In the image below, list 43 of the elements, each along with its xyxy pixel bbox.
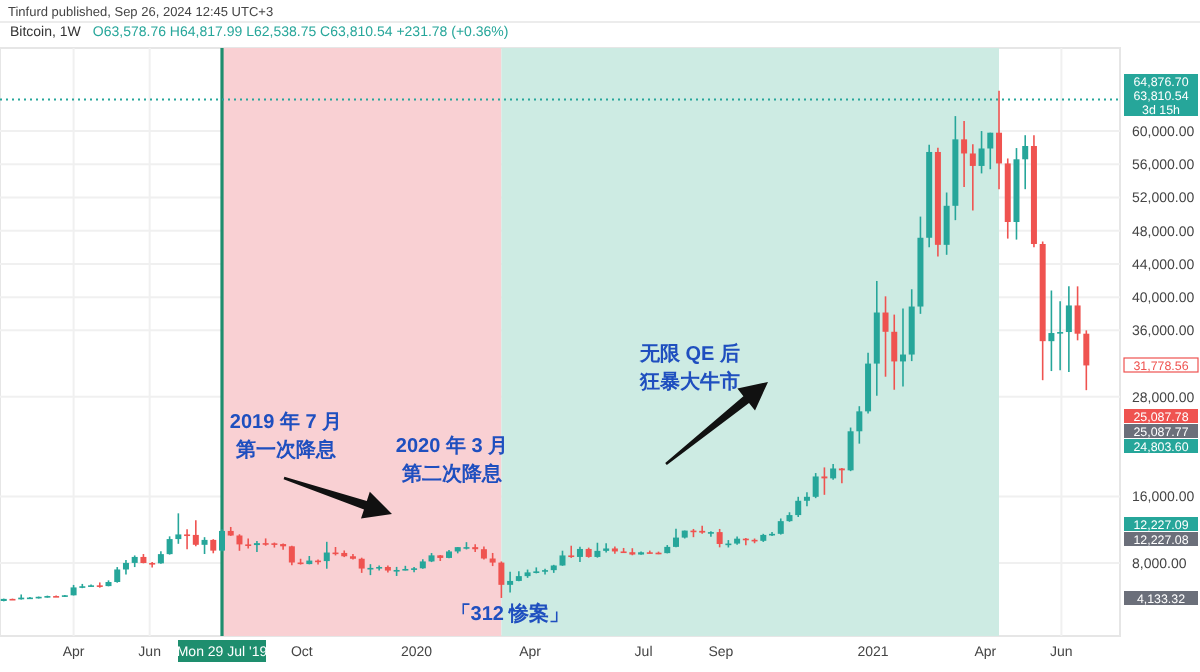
candlestick [891,313,898,391]
candlestick [969,143,976,212]
candlestick [978,130,985,175]
candlestick [996,89,1003,190]
candlestick [1065,285,1072,373]
candlestick [192,519,199,548]
candlestick [821,466,828,496]
candlestick [166,535,173,556]
candlestick [1074,285,1081,342]
annotation: 第一次降息 [234,438,338,462]
candlestick [245,537,252,550]
candlestick [987,131,994,171]
candlestick [865,352,872,415]
annotation: 2019 年 7 月 [229,410,343,434]
candlestick [856,405,863,445]
candlestick [1022,134,1029,190]
candlestick [795,496,802,518]
candlestick [323,541,330,570]
candlestick [943,191,950,256]
candlestick [507,570,514,594]
candlestick [603,542,610,554]
annotation: 「312 惨案」 [450,602,570,626]
candlestick [1048,289,1055,372]
candlestick [96,581,103,589]
annotation: 狂暴大牛市 [638,370,740,394]
candlestick [961,120,968,188]
candlestick [838,467,845,484]
annotation: 第二次降息 [400,462,504,486]
candlestick [1083,329,1090,391]
candlestick [253,540,260,553]
candlestick [568,544,575,559]
candlestick [908,288,915,362]
candlestick [847,426,854,472]
candlestick [175,512,182,545]
candlestick [803,491,810,507]
annotation: 无限 QE 后 [637,342,741,366]
candlestick [184,528,191,551]
candlestick [472,543,479,553]
annotation: 2020 年 3 月 [395,434,509,458]
candlestick [882,295,889,378]
candlestick [812,472,819,499]
candlestick [716,528,723,549]
candlestick [498,560,505,599]
